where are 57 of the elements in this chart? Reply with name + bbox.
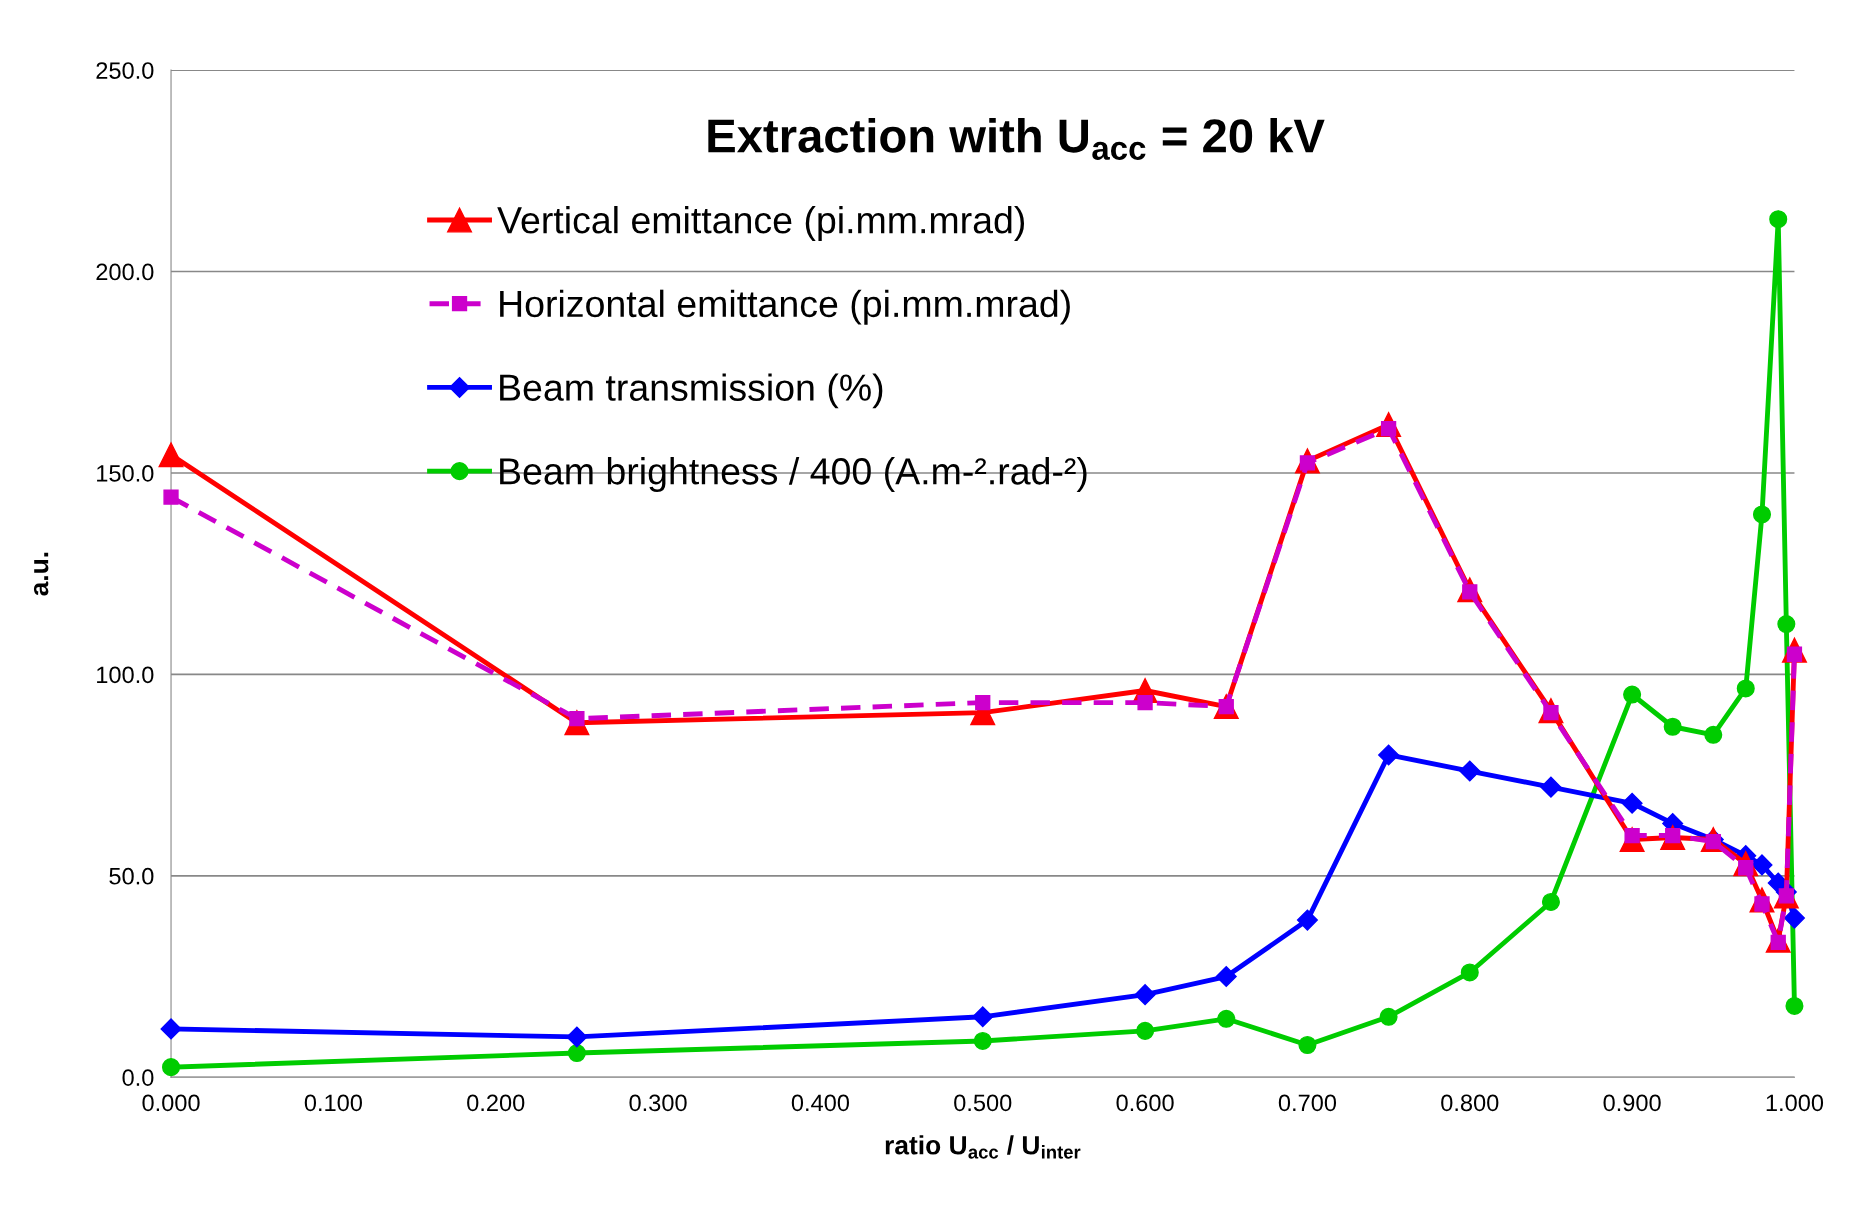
- point: [163, 489, 179, 505]
- legend-label: Beam brightness / 400 (A.m-².rad-²): [500, 457, 1087, 493]
- x-tick-label: 1.000: [1766, 1094, 1824, 1112]
- point: [1777, 614, 1796, 634]
- point: [1623, 685, 1642, 704]
- y-tick-label: 50.0: [109, 867, 154, 885]
- point: [1540, 776, 1562, 798]
- point: [1459, 760, 1481, 782]
- text: Extraction with U$_{acc}$ = 20 kV: [708, 117, 1325, 160]
- point: [975, 694, 991, 711]
- point: [160, 1018, 182, 1040]
- point: [1783, 907, 1805, 929]
- point: [162, 1058, 181, 1077]
- x-tick-label: 0.000: [142, 1094, 200, 1112]
- point: [1379, 1007, 1398, 1026]
- x-axis-title: ratio U$_{acc}$ / U$_{inter}$: [885, 1135, 1081, 1159]
- point: [1215, 965, 1237, 988]
- point: [1751, 854, 1773, 876]
- point: [1134, 984, 1156, 1006]
- legend-label: Horizontal emittance (pi.mm.mrad): [500, 289, 1070, 325]
- point: [1460, 963, 1479, 982]
- point: [1621, 792, 1643, 814]
- point: [1704, 725, 1723, 744]
- point: [1137, 694, 1153, 711]
- y-axis-title: a.u.: [33, 552, 49, 596]
- y-tick-label: 250.0: [96, 62, 154, 79]
- y-tick-label: 0.0: [122, 1069, 154, 1087]
- x-tick-label: 0.800: [1441, 1094, 1499, 1112]
- point: [566, 1026, 588, 1048]
- x-tick-label: 0.400: [791, 1094, 850, 1112]
- point: [1136, 1021, 1155, 1040]
- legend-label: Beam transmission (%): [500, 373, 883, 409]
- point: [972, 1006, 994, 1028]
- y-tick-label: 100.0: [97, 666, 154, 684]
- point: [567, 1044, 586, 1063]
- x-tick-label: 0.100: [304, 1094, 362, 1112]
- point: [1296, 909, 1318, 931]
- point: [973, 1031, 992, 1050]
- point: [1785, 996, 1804, 1015]
- point: [1736, 679, 1755, 698]
- x-tick-label: 0.600: [1116, 1094, 1174, 1112]
- x-tick-label: 0.500: [954, 1094, 1012, 1112]
- x-tick-label: 0.900: [1603, 1094, 1661, 1112]
- point: [1298, 1035, 1317, 1055]
- point: [158, 442, 184, 468]
- x-tick-label: 0.700: [1278, 1094, 1337, 1112]
- x-tick-label: 0.200: [467, 1094, 525, 1112]
- point: [1769, 210, 1788, 229]
- point: [1378, 744, 1400, 766]
- y-tick-label: 200.0: [96, 263, 154, 281]
- x-tick-label: 0.300: [629, 1094, 687, 1112]
- legend-label: Vertical emittance (pi.mm.mrad): [497, 205, 1025, 241]
- point: [1752, 505, 1772, 524]
- y-tick-label: 150.0: [97, 465, 154, 482]
- point: [1541, 892, 1560, 912]
- point: [1663, 717, 1682, 736]
- point: [1217, 1009, 1236, 1028]
